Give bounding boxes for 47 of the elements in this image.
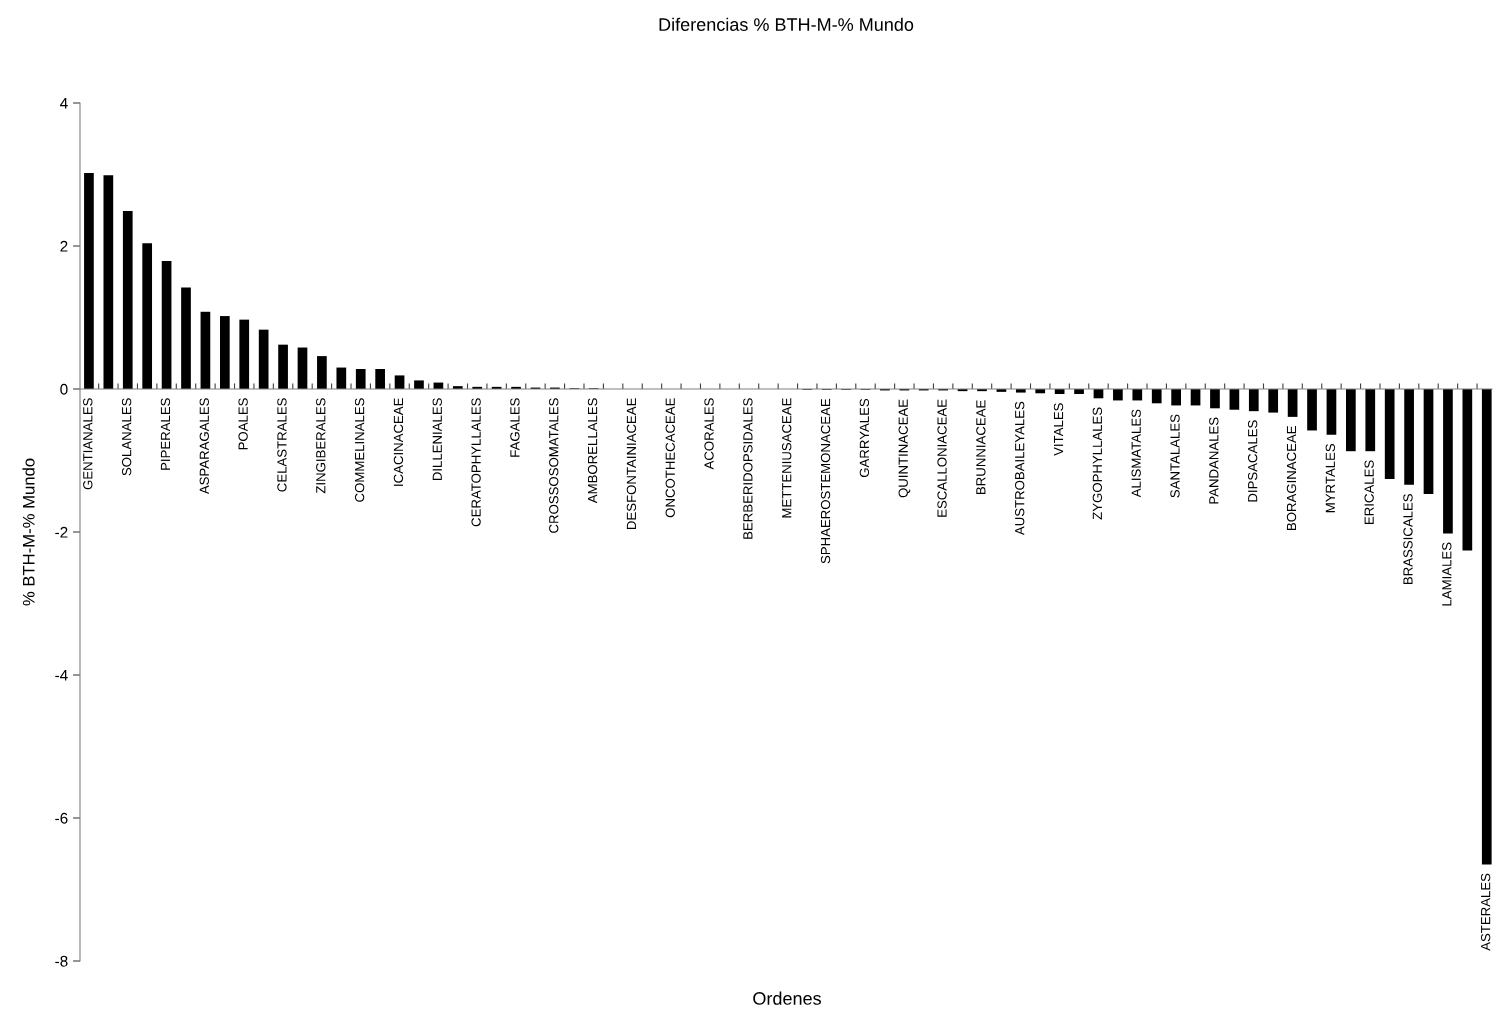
x-tick-label: BRUNNIACEAE <box>976 400 986 494</box>
y-tick-label: -6 <box>55 812 68 824</box>
x-tick-label: ASTERALES <box>1480 873 1491 951</box>
x-tick-label: CELASTRALES <box>277 398 287 492</box>
x-tick-label: CROSSOSOMATALES <box>549 398 559 533</box>
x-tick-label: DIPSACALES <box>1247 420 1258 502</box>
y-tick-label: 2 <box>60 240 68 252</box>
x-tick-label: ZYGOPHYLLALES <box>1092 407 1103 520</box>
x-tick-label: ERICALES <box>1364 460 1374 524</box>
chart-title: Diferencias % BTH-M-% Mundo <box>659 17 914 31</box>
x-tick-label: SANTALALES <box>1170 414 1180 498</box>
x-tick-label: AUSTROBAILEYALES <box>1015 401 1025 536</box>
x-tick-label: FAGALES <box>510 398 520 457</box>
x-tick-label: VITALES <box>1053 403 1064 456</box>
x-tick-label: BERBERIDOPSIDALES <box>743 398 753 539</box>
x-tick-label: DESFONTAINIACEAE <box>626 398 637 529</box>
x-tick-label: ACORALES <box>704 398 714 470</box>
x-tick-label: CERATOPHYLLALES <box>471 398 481 527</box>
x-tick-label: GARRYALES <box>859 398 870 478</box>
x-tick-label: ASPARAGALES <box>199 398 209 495</box>
y-tick-label: 4 <box>60 98 68 109</box>
x-tick-label: QUINTINACEAE <box>898 399 911 498</box>
x-tick-label: ZINGIBERALES <box>316 398 326 494</box>
y-tick-label: 0 <box>60 383 68 395</box>
x-tick-label: MYRTALES <box>1325 443 1335 513</box>
x-tick-label: GENTIANALES <box>83 398 93 490</box>
y-tick-label: -2 <box>55 526 68 538</box>
x-tick-label: ICACINACEAE <box>393 398 404 486</box>
x-tick-label: POALES <box>238 398 248 450</box>
x-tick-label: ESCALLONIACEAE <box>937 399 947 517</box>
x-tick-label: AMBORELLALES <box>587 398 598 504</box>
x-tick-label: DILLENIALES <box>432 398 442 481</box>
x-tick-label: LAMIALES <box>1442 542 1452 606</box>
x-tick-label: PANDANALES <box>1209 417 1219 504</box>
x-tick-label: ONCOTHECACEAE <box>665 398 675 518</box>
x-tick-label: ALISMATALES <box>1131 409 1141 498</box>
x-tick-label: PIPERALES <box>160 398 171 470</box>
y-axis-title: % BTH-M-% Mundo <box>22 458 35 606</box>
y-tick-label: -8 <box>55 955 68 967</box>
x-tick-label: METTENIUSACEAE <box>782 398 792 518</box>
x-tick-label: SPHAEROSTEMONACEAE <box>820 398 831 564</box>
x-tick-label: BORAGINACEAE <box>1286 426 1297 530</box>
x-tick-label: COMMELINALES <box>354 398 365 502</box>
x-axis-title: Ordenes <box>753 991 821 1005</box>
x-tick-label: SOLANALES <box>121 398 132 476</box>
y-tick-label: -4 <box>55 670 68 681</box>
x-tick-label: BRASSICALES <box>1403 494 1413 584</box>
